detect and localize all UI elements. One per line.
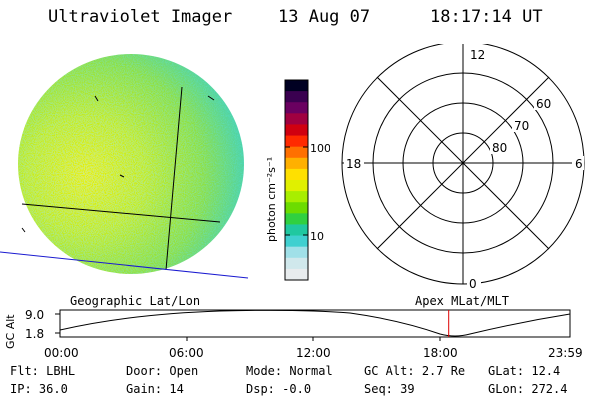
coastline-mark xyxy=(21,95,215,233)
colorbar-segment xyxy=(285,102,308,114)
time-tick-label: 00:00 xyxy=(44,346,79,360)
mlt-label-12: 12 xyxy=(470,48,485,62)
mlt-label-0: 0 xyxy=(469,277,477,291)
colorbar-segment xyxy=(285,268,308,281)
colorbar-segment xyxy=(285,202,308,214)
info-ip: IP: 36.0 xyxy=(10,382,68,396)
colorbar-segment xyxy=(285,80,308,92)
info-gain: Gain: 14 xyxy=(126,382,184,396)
altitude-curve xyxy=(59,309,571,337)
colorbar-tick-label: 100 xyxy=(310,142,330,155)
colorbar-tick-label: 10 xyxy=(310,230,324,243)
info-glat: GLat: 12.4 xyxy=(488,364,561,378)
latitude-line xyxy=(21,203,221,223)
mlt-label-6: 6 xyxy=(575,157,583,171)
colorbar: 100 10 photon cm⁻²s⁻¹ xyxy=(265,79,330,281)
colorbar-segment xyxy=(285,168,308,181)
colorbar-ticks xyxy=(285,146,308,236)
colorbar-segment xyxy=(285,257,308,270)
uv-earth-image xyxy=(0,54,249,279)
earth-disk xyxy=(18,54,244,274)
colorbar-segment xyxy=(285,113,308,126)
colorbar-segment xyxy=(285,180,308,192)
mlat-label-60: 60 xyxy=(536,97,551,111)
colorbar-segment xyxy=(285,213,308,226)
info-mode: Mode: Normal xyxy=(246,364,333,378)
colorbar-segment xyxy=(285,224,308,237)
mlat-label-70: 70 xyxy=(514,119,529,133)
colorbar-segment xyxy=(285,146,308,159)
colorbar-segment xyxy=(285,235,308,248)
info-glon: GLon: 272.4 xyxy=(488,382,568,396)
colorbar-unit-label: photon cm⁻²s⁻¹ xyxy=(265,157,278,242)
altitude-plot: GC Alt 9.0 1.8 00:00 06:00 12:00 18:00 2… xyxy=(4,308,583,360)
info-door: Door: Open xyxy=(126,364,199,378)
colorbar-segment xyxy=(285,191,308,203)
altitude-plot-frame xyxy=(59,309,571,338)
colorbar-segment xyxy=(285,246,308,259)
time-label: 18:17:14 UT xyxy=(430,7,543,27)
meridian-line xyxy=(165,86,183,271)
time-tick-label: 18:00 xyxy=(423,346,458,360)
info-dsp: Dsp: -0.0 xyxy=(246,382,312,396)
altitude-tick-label: 1.8 xyxy=(25,327,44,341)
time-tick-label: 06:00 xyxy=(169,346,204,360)
image-projection-label: Geographic Lat/Lon xyxy=(70,294,201,308)
polar-plot: 12 18 6 0 60 70 80 xyxy=(341,44,585,291)
info-seq: Seq: 39 xyxy=(364,382,415,396)
mlat-label-80: 80 xyxy=(492,141,507,155)
colorbar-segment xyxy=(285,91,308,103)
altitude-tick-label: 9.0 xyxy=(25,308,44,322)
info-gc-alt: GC Alt: 2.7 Re xyxy=(364,364,466,378)
equator-line xyxy=(0,251,249,279)
instrument-title: Ultraviolet Imager xyxy=(48,7,233,27)
polar-projection-label: Apex MLat/MLT xyxy=(415,294,509,308)
mlt-diagonal xyxy=(376,76,550,250)
date-label: 13 Aug 07 xyxy=(278,7,371,27)
mlt-label-18: 18 xyxy=(346,157,361,171)
time-tick-label: 23:59 xyxy=(548,346,583,360)
time-tick-label: 12:00 xyxy=(296,346,331,360)
colorbar-segment xyxy=(285,135,308,148)
info-filter: Flt: LBHL xyxy=(10,364,76,378)
colorbar-segment xyxy=(285,124,308,137)
altitude-axis-label: GC Alt xyxy=(4,314,17,349)
colorbar-segment xyxy=(285,157,308,170)
